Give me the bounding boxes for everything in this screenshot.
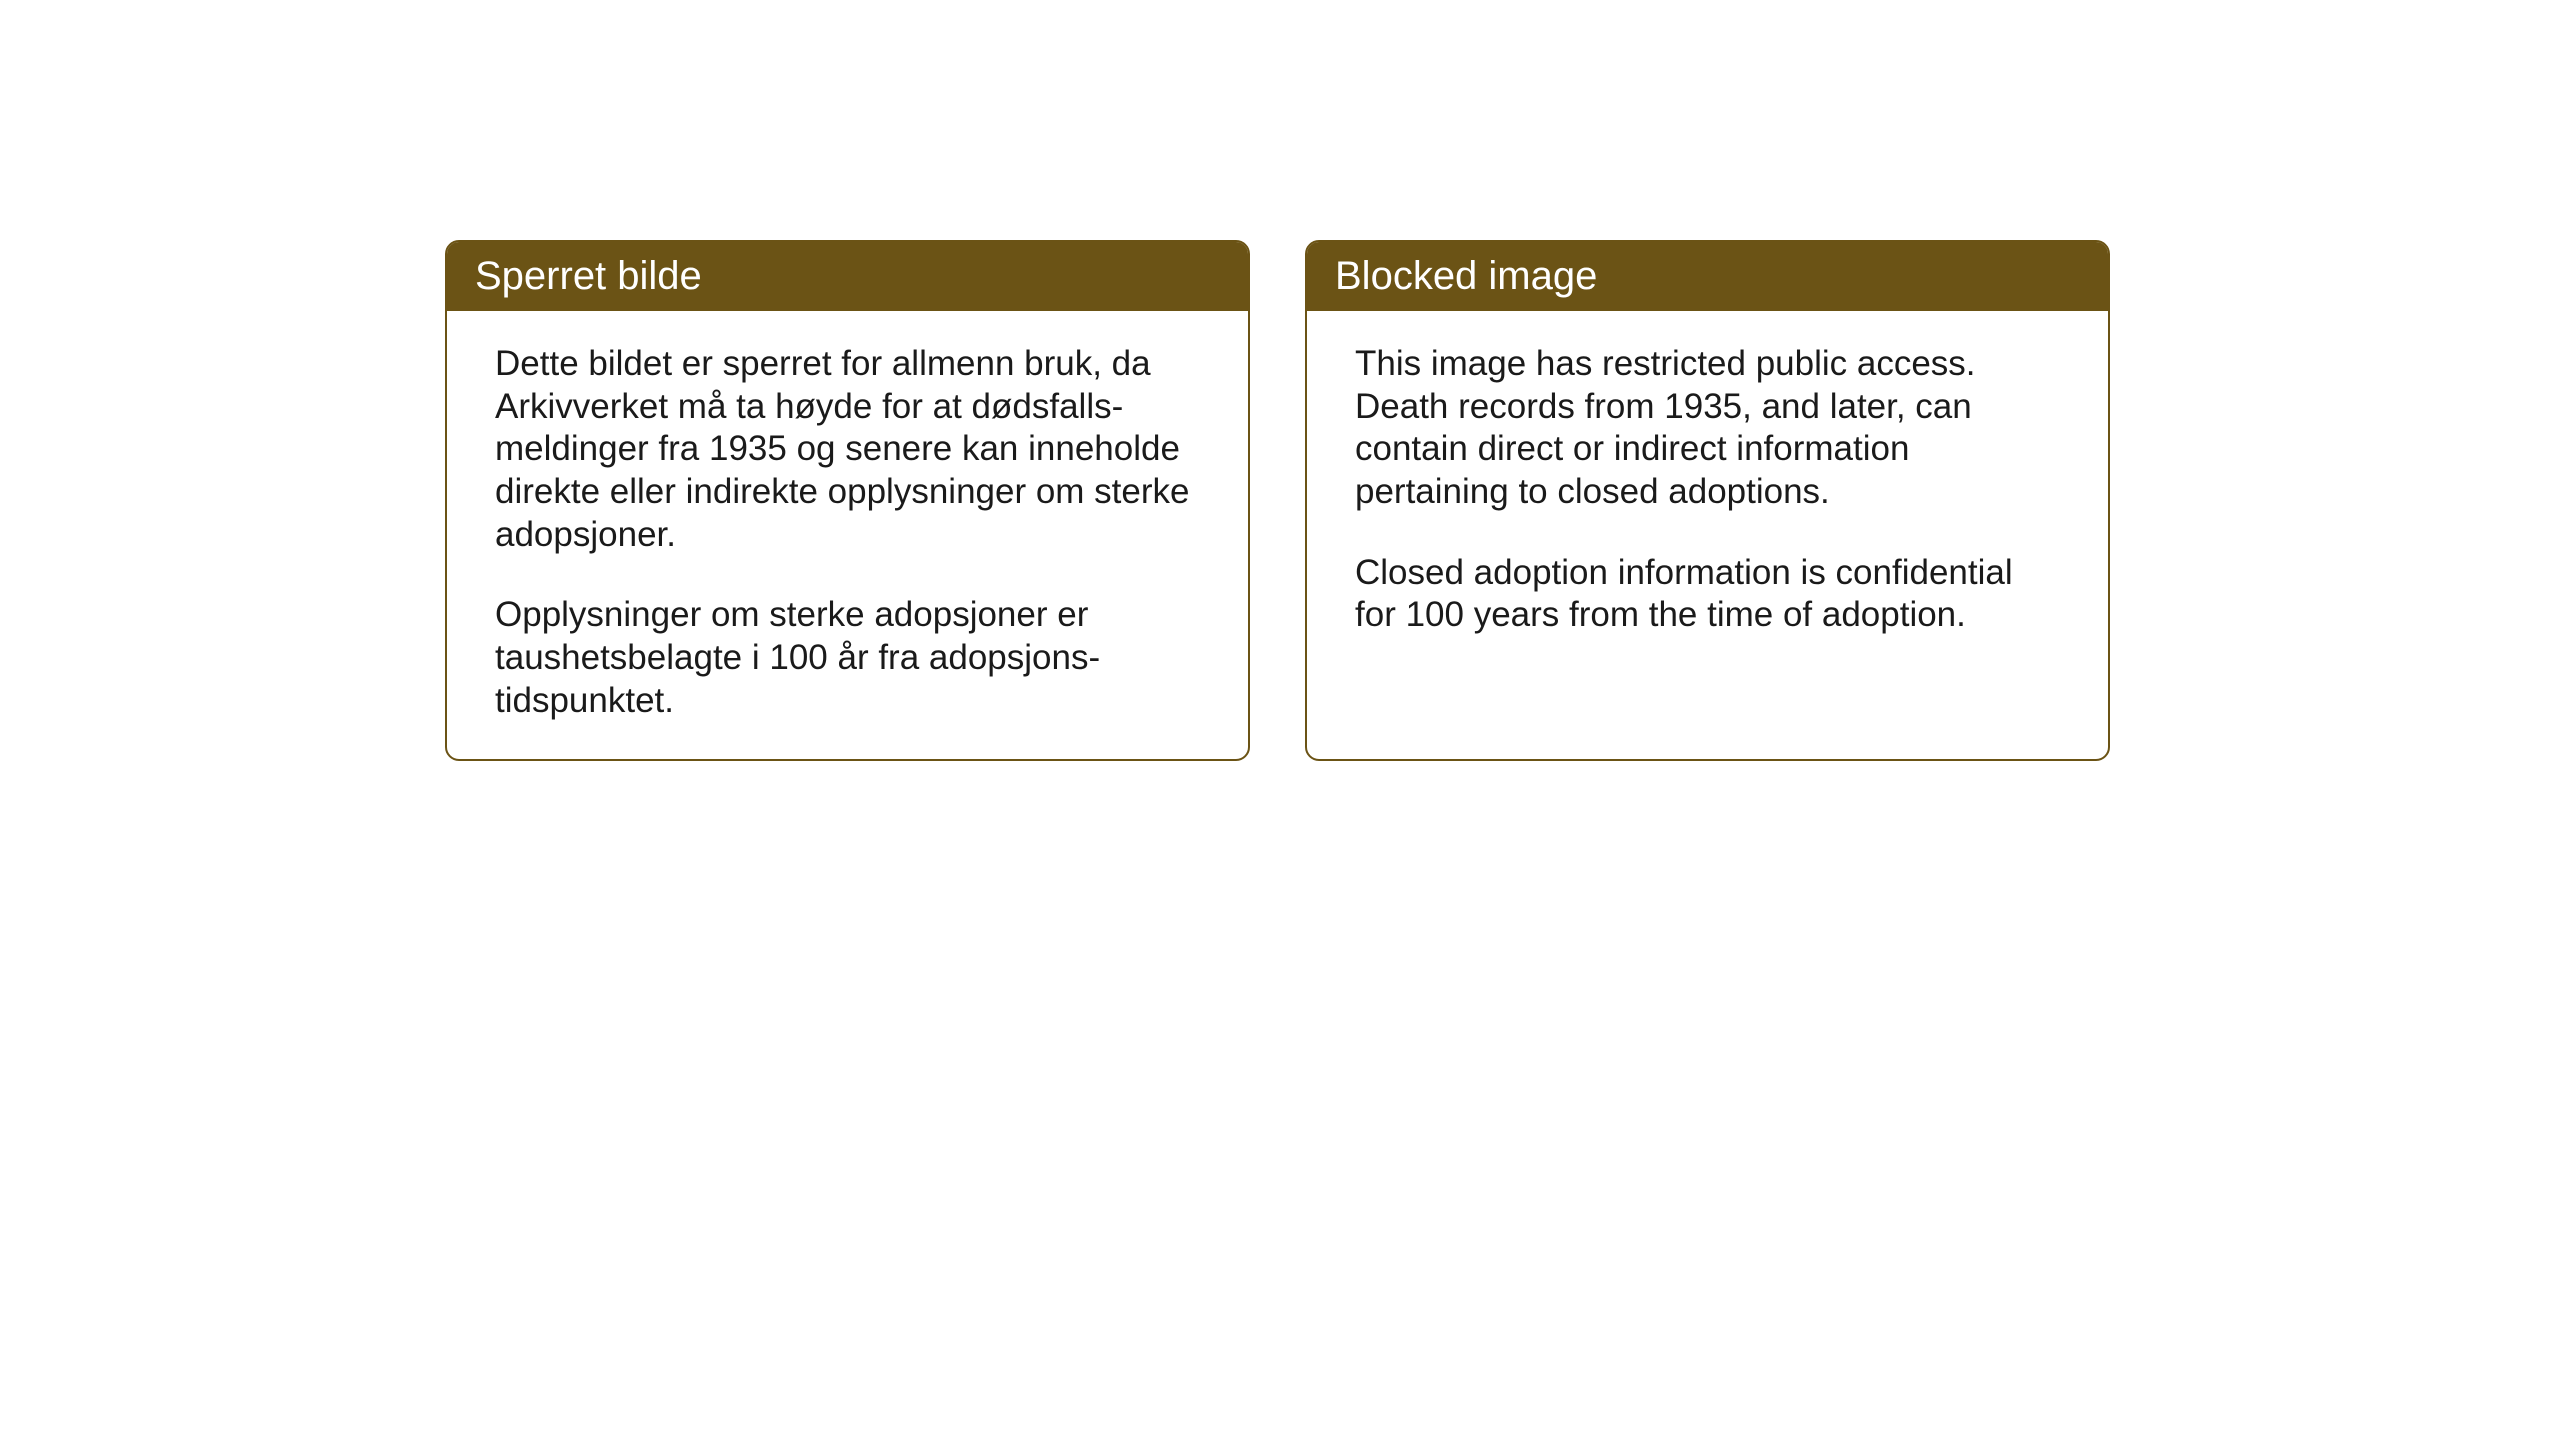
notice-box-english: Blocked image This image has restricted … (1305, 240, 2110, 761)
notice-body-norwegian: Dette bildet er sperret for allmenn bruk… (447, 311, 1248, 759)
notice-container: Sperret bilde Dette bildet er sperret fo… (445, 240, 2110, 761)
notice-header-norwegian: Sperret bilde (447, 242, 1248, 311)
notice-paragraph: Dette bildet er sperret for allmenn bruk… (495, 343, 1200, 556)
notice-paragraph: This image has restricted public access.… (1355, 343, 2060, 514)
notice-title: Sperret bilde (475, 254, 702, 298)
notice-title: Blocked image (1335, 254, 1597, 298)
notice-paragraph: Closed adoption information is confident… (1355, 552, 2060, 637)
notice-paragraph: Opplysninger om sterke adopsjoner er tau… (495, 594, 1200, 722)
notice-body-english: This image has restricted public access.… (1307, 311, 2108, 673)
notice-box-norwegian: Sperret bilde Dette bildet er sperret fo… (445, 240, 1250, 761)
notice-header-english: Blocked image (1307, 242, 2108, 311)
